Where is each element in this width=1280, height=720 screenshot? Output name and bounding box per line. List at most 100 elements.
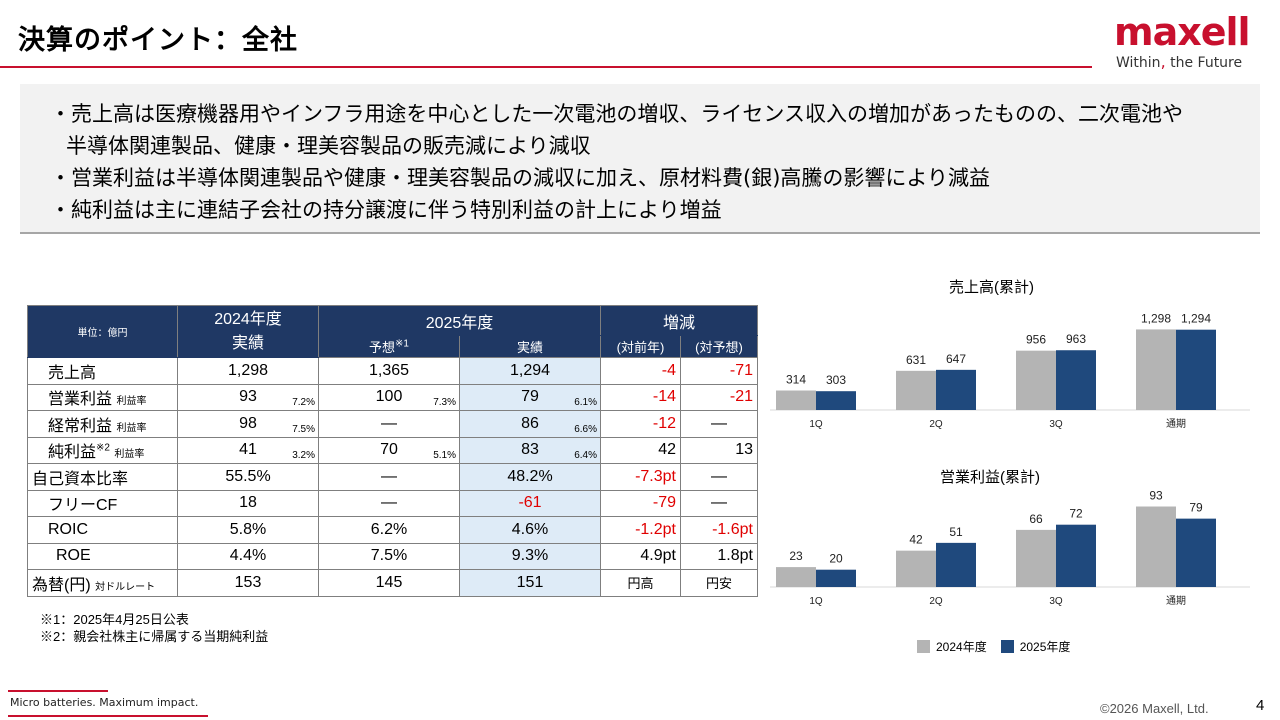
cell-vs-forecast: 円安 [680, 569, 758, 597]
cell-vs-forecast: -21 [680, 383, 758, 411]
footnote-1: ※1：2025年4月25日公表 [40, 612, 189, 627]
bar-2025 [1056, 524, 1096, 587]
cell-yoy: 42 [600, 436, 681, 464]
table-row: 純利益※2 利益率 41 3.2% 70 5.1% 83 6.4% 42 13 [27, 436, 758, 464]
data-label: 963 [1066, 332, 1086, 346]
cell-yoy: 4.9pt [600, 542, 681, 570]
data-label: 79 [1189, 501, 1203, 515]
summary-box: ・売上高は医療機器用やインフラ用途を中心とした一次電池の増収、ライセンス収入の増… [20, 84, 1260, 234]
slogan-rule-top [8, 690, 108, 692]
cell-2024: 1,298 [177, 357, 319, 385]
cell-2024: 93 7.2% [177, 383, 319, 411]
cell-margin: 5.1% [433, 450, 456, 461]
cell-value: 79 [521, 388, 539, 406]
legend-label-2025: 2025年度 [1019, 640, 1071, 654]
sales-bar-chart: 314 303 1Q 631 647 2Q 956 963 3Q 1,298 1,294 通期 [770, 311, 1250, 430]
row-label: 自己資本比率 [27, 463, 178, 491]
cell-2024: 5.8% [177, 516, 319, 544]
cell-vs-forecast: — [680, 489, 758, 517]
copyright: ©2026 Maxell, Ltd. [1100, 701, 1209, 716]
category-label: 1Q [809, 419, 823, 430]
bar-2025 [816, 391, 856, 410]
header-forecast: 予想※1 [318, 335, 460, 358]
cell-forecast: — [318, 489, 460, 517]
data-label: 42 [909, 533, 923, 547]
cell-forecast: 1,365 [318, 357, 460, 385]
row-label: 営業利益 利益率 [27, 383, 178, 411]
category-label: 1Q [809, 596, 823, 607]
data-label: 1,298 [1141, 311, 1171, 325]
cell-margin: 6.1% [574, 397, 597, 408]
data-label: 1,294 [1181, 312, 1211, 326]
cell-actual: 4.6% [459, 516, 601, 544]
table-row: フリーCF 18 — -61 -79 — [27, 489, 758, 517]
bar-2024 [1016, 529, 1056, 587]
cell-2024: 4.4% [177, 542, 319, 570]
category-label: 通期 [1166, 595, 1186, 607]
header-actual: 実績 [459, 335, 601, 358]
row-label: フリーCF [27, 489, 178, 517]
bar-2024 [1016, 350, 1056, 410]
page-title: 決算のポイント：全社 [18, 25, 298, 56]
cell-value: 83 [521, 441, 539, 459]
op-profit-bar-chart: 23 20 1Q 42 51 2Q 66 72 3Q 93 79 通期 [770, 489, 1250, 607]
cell-actual: 48.2% [459, 463, 601, 491]
unit-header: 単位：億円 [27, 305, 178, 358]
table-row: 売上高 1,298 1,365 1,294 -4 -71 [27, 357, 758, 385]
cell-forecast: — [318, 410, 460, 438]
table-row: ROE 4.4% 7.5% 9.3% 4.9pt 1.8pt [27, 542, 758, 570]
cell-2024: 18 [177, 489, 319, 517]
summary-line-3: ・営業利益は半導体関連製品や健康・理美容製品の減収に加え、原材料費(銀)高騰の影… [50, 166, 990, 190]
cell-yoy: -4 [600, 357, 681, 385]
legend-swatch-2025 [1000, 640, 1014, 653]
header-forecast-mark: ※1 [395, 338, 409, 350]
bar-2024 [896, 550, 936, 587]
cell-value: 41 [239, 441, 257, 459]
margin-label: 利益率 [114, 449, 145, 461]
data-label: 72 [1069, 507, 1083, 521]
cell-forecast: 7.5% [318, 542, 460, 570]
category-label: 2Q [929, 596, 943, 607]
cell-actual: 151 [459, 569, 601, 597]
cell-margin: 6.6% [574, 423, 597, 435]
header-2025: 2025年度 [318, 305, 601, 336]
row-label: 為替(円) 対ドルレート [27, 569, 178, 597]
maxell-logo: maxell Within, the Future [1114, 10, 1272, 71]
cell-value: 93 [239, 388, 257, 406]
data-label: 20 [829, 552, 843, 566]
cell-value: 98 [239, 414, 257, 432]
row-label-mark: ※2 [96, 442, 110, 454]
row-label: ROIC [27, 516, 178, 544]
slogan-text: Micro batteries. Maximum impact. [10, 696, 199, 709]
logo-tagline: Within, the Future [1116, 52, 1242, 71]
header-2024-sub: 実績 [231, 334, 264, 352]
table-row: 経常利益 利益率 98 7.5% — 86 6.6% -12 — [27, 410, 758, 438]
header-vs-forecast: (対予想) [680, 335, 758, 358]
bar-2024 [1136, 329, 1176, 410]
cell-vs-forecast: — [680, 410, 758, 438]
logo-tagline-left: Within [1116, 55, 1161, 71]
summary-line-4: ・純利益は主に連結子会社の持分譲渡に伴う特別利益の計上により増益 [50, 198, 722, 222]
cell-value: 100 [375, 388, 403, 406]
page-number: 4 [1256, 697, 1265, 714]
cell-forecast: 145 [318, 569, 460, 597]
table-row: ROIC 5.8% 6.2% 4.6% -1.2pt -1.6pt [27, 516, 758, 544]
cell-forecast: 100 7.3% [318, 383, 460, 411]
data-label: 51 [949, 525, 963, 539]
category-label: 2Q [929, 419, 943, 430]
cell-yoy: -79 [600, 489, 681, 517]
data-label: 631 [906, 353, 926, 367]
cell-margin: 6.4% [574, 450, 597, 461]
cell-value: 70 [380, 441, 398, 459]
cell-actual: 79 6.1% [459, 383, 601, 411]
row-label-text: 経常利益 [48, 417, 113, 435]
bar-2024 [896, 370, 936, 410]
cell-vs-forecast: — [680, 463, 758, 491]
chart-title-sales: 売上高(累計) [949, 279, 1034, 296]
header-change: 増減 [600, 305, 758, 336]
row-label: 経常利益 利益率 [27, 410, 178, 438]
bar-2025 [816, 569, 856, 587]
row-label-text: 為替(円) [32, 576, 91, 594]
cell-actual: -61 [459, 489, 601, 517]
cell-value: 86 [521, 414, 539, 432]
